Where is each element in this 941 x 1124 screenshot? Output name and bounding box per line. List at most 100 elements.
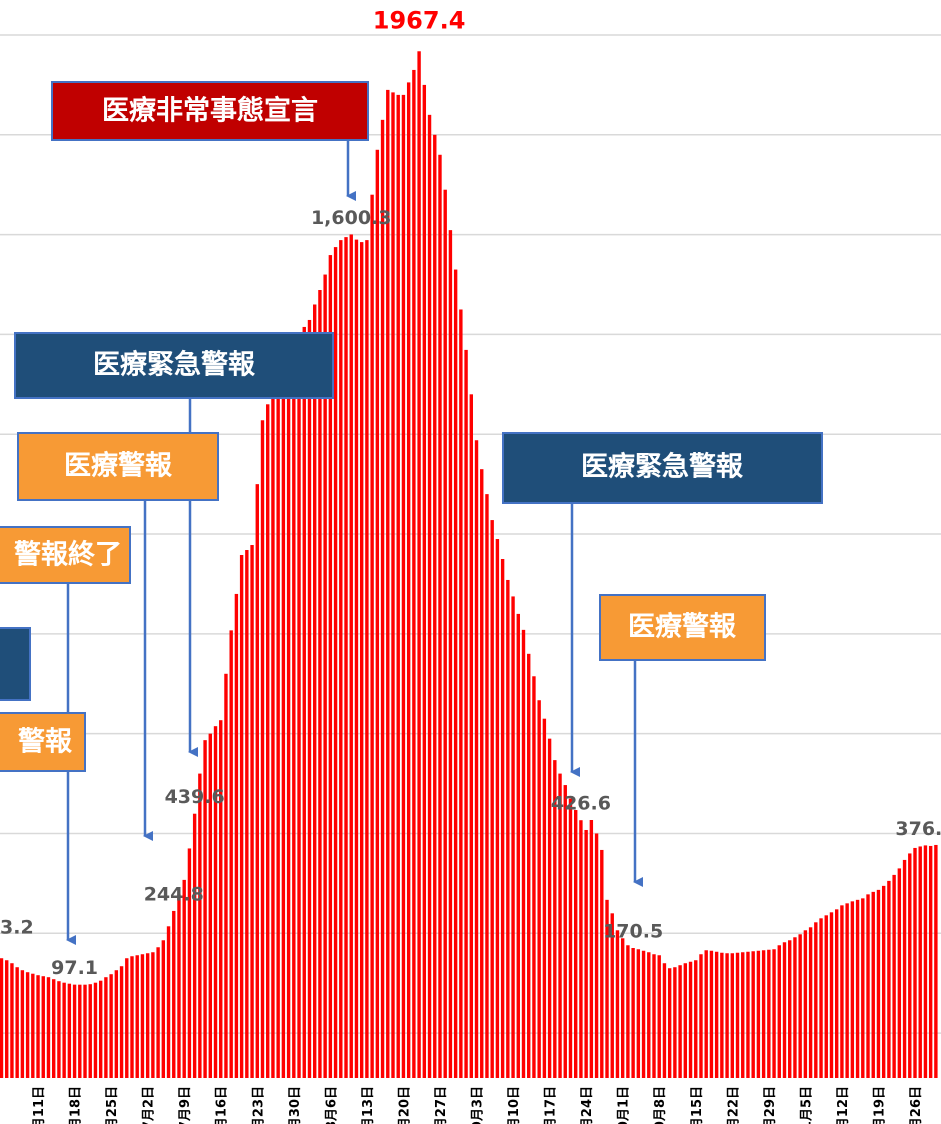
bar bbox=[741, 952, 745, 1078]
bar bbox=[835, 909, 839, 1078]
bar bbox=[354, 239, 359, 1079]
bar bbox=[887, 880, 891, 1078]
bar bbox=[683, 963, 688, 1078]
bar bbox=[934, 844, 938, 1078]
x-tick-label: 1月26日 bbox=[909, 1086, 924, 1124]
x-tick-label: 6月11日 bbox=[32, 1086, 47, 1124]
bar bbox=[553, 760, 557, 1078]
bar bbox=[704, 950, 708, 1078]
bar bbox=[636, 949, 641, 1078]
bar bbox=[245, 550, 249, 1078]
x-tick-label: 0月22日 bbox=[726, 1086, 741, 1124]
bar bbox=[490, 520, 494, 1078]
bar bbox=[130, 956, 134, 1078]
bar bbox=[271, 389, 275, 1078]
value-label: 439.6 bbox=[165, 786, 225, 808]
bar bbox=[673, 967, 677, 1078]
bar bbox=[850, 901, 855, 1078]
bar bbox=[114, 970, 119, 1078]
bar bbox=[892, 874, 896, 1078]
bar bbox=[208, 733, 212, 1078]
callout-box bbox=[51, 81, 369, 141]
x-tick-label: 8月13日 bbox=[361, 1086, 376, 1124]
bar bbox=[307, 319, 312, 1078]
bar bbox=[579, 820, 583, 1078]
x-tick-label: 7月23日 bbox=[251, 1086, 266, 1124]
bar bbox=[788, 940, 792, 1078]
bar bbox=[83, 984, 87, 1078]
bar bbox=[281, 364, 286, 1078]
bar bbox=[57, 981, 61, 1078]
bar bbox=[626, 945, 630, 1078]
bar bbox=[594, 833, 599, 1078]
x-tick-label: 9月10日 bbox=[507, 1086, 522, 1124]
bar bbox=[0, 958, 4, 1078]
bar bbox=[104, 977, 108, 1078]
bar bbox=[563, 785, 567, 1078]
bar bbox=[344, 237, 348, 1079]
bar bbox=[574, 810, 578, 1078]
bar bbox=[902, 859, 907, 1078]
bar bbox=[709, 950, 714, 1078]
bar bbox=[814, 922, 818, 1078]
bar bbox=[156, 947, 160, 1078]
bar bbox=[584, 829, 588, 1078]
bar bbox=[187, 848, 192, 1078]
bar bbox=[641, 950, 646, 1078]
bar bbox=[333, 247, 338, 1079]
bar bbox=[714, 951, 719, 1078]
bar bbox=[605, 899, 609, 1078]
bar bbox=[662, 963, 667, 1078]
bar bbox=[480, 469, 484, 1079]
bar bbox=[808, 927, 813, 1078]
callout-text: 警報終了 bbox=[14, 539, 122, 571]
peak-label: 1967.4 bbox=[373, 6, 466, 34]
bar bbox=[495, 539, 500, 1078]
bar bbox=[756, 950, 761, 1078]
bar bbox=[386, 89, 390, 1078]
bar bbox=[177, 894, 181, 1078]
bar bbox=[297, 333, 301, 1078]
callout-text: 医療緊急警報 bbox=[581, 451, 744, 483]
bar bbox=[866, 894, 870, 1078]
bar bbox=[396, 94, 400, 1078]
bar bbox=[751, 951, 755, 1078]
bar bbox=[694, 960, 698, 1078]
bar bbox=[537, 700, 541, 1078]
bar bbox=[229, 630, 233, 1078]
bar bbox=[443, 189, 447, 1078]
callout-box bbox=[0, 712, 86, 772]
bar bbox=[746, 951, 750, 1078]
bar bbox=[433, 134, 437, 1079]
bar bbox=[151, 952, 155, 1078]
bar bbox=[219, 720, 223, 1078]
callout-box bbox=[599, 594, 766, 661]
bar bbox=[881, 885, 886, 1078]
bar bbox=[782, 942, 787, 1078]
callout-box bbox=[0, 627, 31, 701]
bar bbox=[15, 967, 19, 1078]
value-label: 426.6 bbox=[551, 793, 611, 815]
x-tick-label: 9月24日 bbox=[580, 1086, 595, 1124]
bar bbox=[725, 953, 729, 1078]
bar bbox=[772, 949, 776, 1078]
bar bbox=[292, 339, 296, 1078]
bar bbox=[250, 545, 254, 1078]
bar bbox=[359, 242, 364, 1079]
bar bbox=[793, 937, 797, 1078]
bar bbox=[375, 149, 380, 1078]
bar bbox=[234, 593, 239, 1078]
bar bbox=[908, 853, 912, 1078]
bar bbox=[631, 948, 635, 1078]
bar bbox=[527, 653, 531, 1078]
bar bbox=[135, 955, 139, 1078]
bar bbox=[855, 899, 860, 1078]
bar bbox=[876, 889, 881, 1078]
bar bbox=[166, 926, 171, 1078]
bar bbox=[438, 154, 442, 1078]
bar bbox=[840, 905, 844, 1078]
x-tick-label: 1月12日 bbox=[836, 1086, 851, 1124]
bar bbox=[198, 773, 202, 1078]
bar bbox=[25, 972, 30, 1078]
